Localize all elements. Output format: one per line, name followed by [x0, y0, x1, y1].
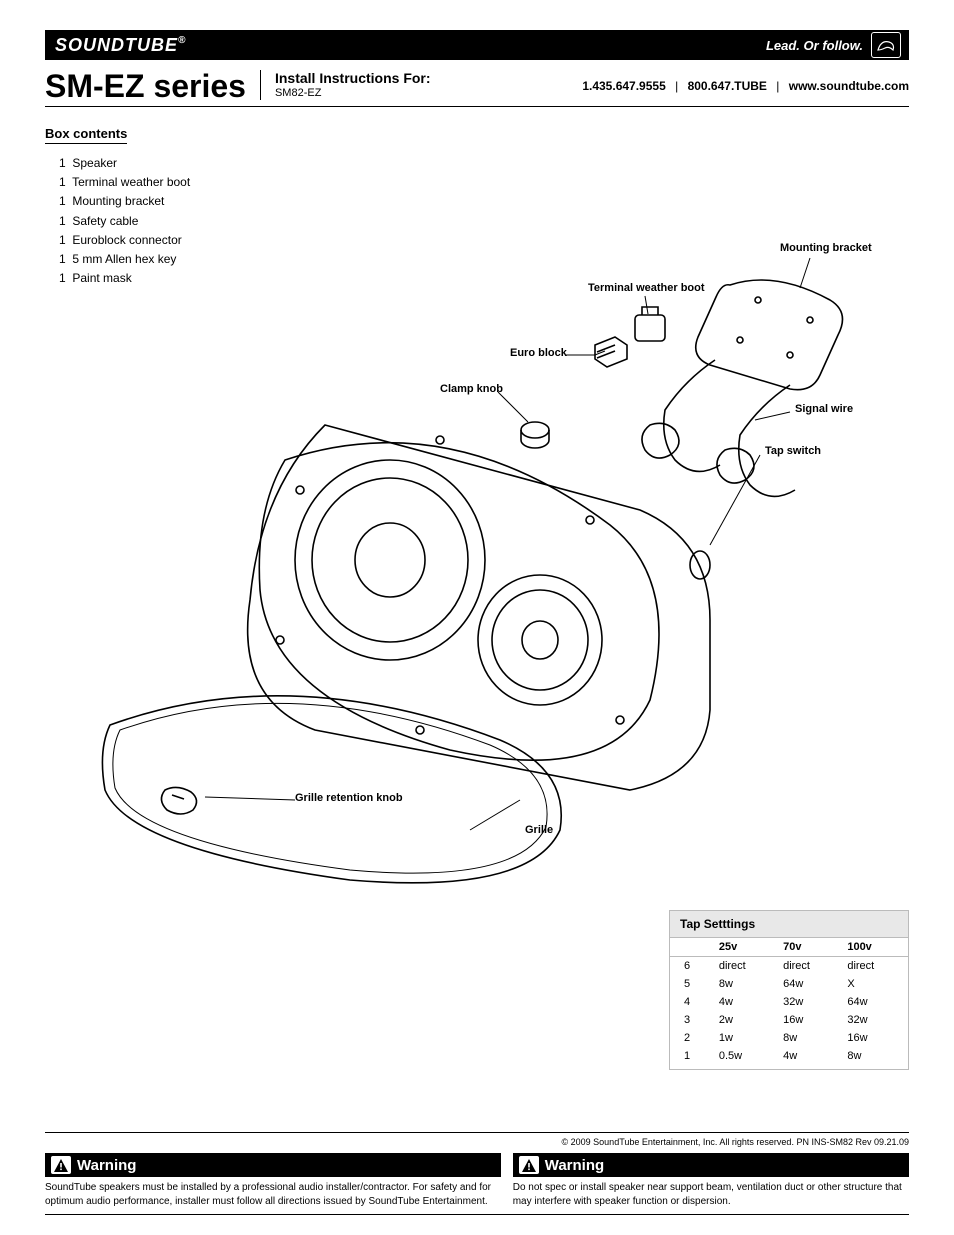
list-item: 1 Speaker [59, 154, 265, 173]
col-header: 25v [713, 938, 777, 957]
warning-header: Warning [45, 1153, 501, 1177]
warning-heading-text: Warning [77, 1157, 136, 1174]
warnings-row: Warning SoundTube speakers must be insta… [45, 1153, 909, 1215]
exploded-diagram: Mounting bracket Terminal weather boot E… [90, 230, 890, 920]
contact-row: 1.435.647.9555 | 800.647.TUBE | www.soun… [582, 79, 909, 93]
callout-grille-retention-knob: Grille retention knob [295, 792, 403, 804]
swirl-icon [875, 36, 897, 54]
page-footer: © 2009 SoundTube Entertainment, Inc. All… [45, 1132, 909, 1215]
callout-euro-block: Euro block [510, 347, 567, 359]
callout-grille: Grille [525, 824, 553, 836]
list-item: 1 Terminal weather boot [59, 173, 265, 192]
logo-badge-icon [871, 32, 901, 58]
box-contents-heading: Box contents [45, 126, 127, 144]
warning-box: Warning SoundTube speakers must be insta… [45, 1153, 501, 1208]
table-row: 58w64wX [670, 975, 908, 993]
tap-table: 25v 70v 100v 6directdirectdirect 58w64wX… [670, 938, 908, 1065]
callout-mounting-bracket: Mounting bracket [780, 242, 872, 254]
phone-2: 800.647.TUBE [688, 79, 767, 93]
warning-header: Warning [513, 1153, 909, 1177]
list-item: 1 Mounting bracket [59, 192, 265, 211]
model-number: SM82-EZ [275, 87, 431, 100]
warning-body: Do not spec or install speaker near supp… [513, 1181, 909, 1208]
table-row: 32w16w32w [670, 1011, 908, 1029]
tagline: Lead. Or follow. [766, 38, 863, 53]
tap-table-body: 6directdirectdirect 58w64wX 44w32w64w 32… [670, 957, 908, 1066]
separator: | [675, 79, 678, 93]
callout-tap-switch: Tap switch [765, 445, 821, 457]
separator: | [776, 79, 779, 93]
col-header: 100v [841, 938, 908, 957]
callout-terminal-weather-boot: Terminal weather boot [588, 282, 705, 294]
phone-1: 1.435.647.9555 [582, 79, 665, 93]
callout-signal-wire: Signal wire [795, 403, 853, 415]
brand-mark: ® [178, 35, 186, 46]
brand-text: SOUNDTUBE [55, 35, 178, 55]
tap-table-title: Tap Setttings [669, 910, 909, 938]
title-row: SM-EZ series Install Instructions For: S… [45, 70, 909, 107]
warning-icon [51, 1156, 71, 1174]
callout-clamp-knob: Clamp knob [440, 383, 503, 395]
install-label: Install Instructions For: [275, 70, 431, 87]
col-header [670, 938, 713, 957]
col-header: 70v [777, 938, 841, 957]
table-header-row: 25v 70v 100v [670, 938, 908, 957]
brand-logo: SOUNDTUBE® [55, 35, 186, 56]
warning-icon [519, 1156, 539, 1174]
warning-heading-text: Warning [545, 1157, 604, 1174]
table-row: 6directdirectdirect [670, 957, 908, 976]
website-url: www.soundtube.com [789, 79, 909, 93]
table-row: 21w8w16w [670, 1029, 908, 1047]
warning-box: Warning Do not spec or install speaker n… [513, 1153, 909, 1208]
warning-body: SoundTube speakers must be installed by … [45, 1181, 501, 1208]
copyright-line: © 2009 SoundTube Entertainment, Inc. All… [45, 1132, 909, 1147]
tap-settings-table: Tap Setttings 25v 70v 100v 6directdirect… [669, 910, 909, 1070]
speaker-diagram-svg [90, 230, 890, 920]
series-title: SM-EZ series [45, 70, 246, 102]
list-item: 1 Safety cable [59, 212, 265, 231]
table-row: 10.5w4w8w [670, 1047, 908, 1065]
table-row: 44w32w64w [670, 993, 908, 1011]
top-bar: SOUNDTUBE® Lead. Or follow. [45, 30, 909, 60]
install-block: Install Instructions For: SM82-EZ [260, 70, 431, 100]
